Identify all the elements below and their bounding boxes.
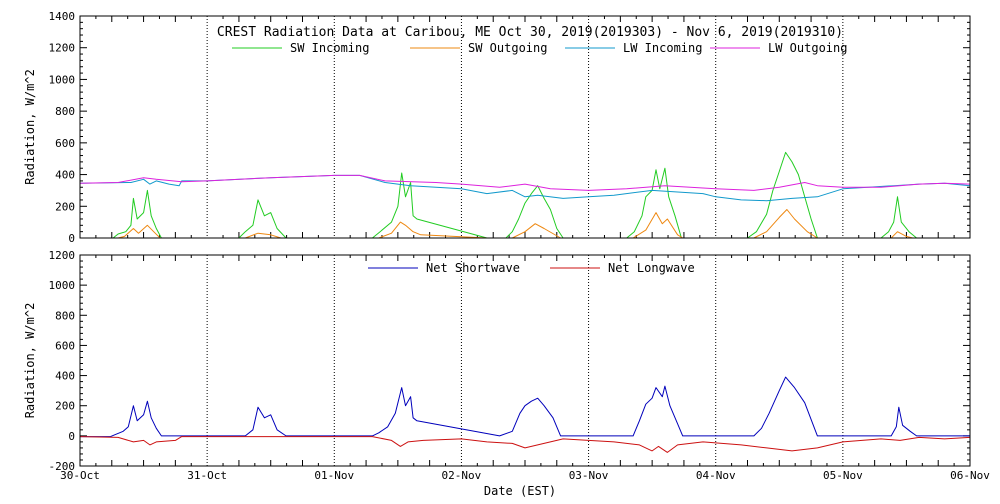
y-tick-label: 800 [55,309,75,322]
y-tick-label: 0 [68,232,75,245]
y-tick-label: 600 [55,137,75,150]
y-tick-label: 1400 [49,10,76,23]
x-tick-label: 01-Nov [314,469,354,482]
top-y-axis-label: Radiation, W/m^2 [23,69,37,185]
x-tick-label: 03-Nov [569,469,609,482]
x-tick-label: 04-Nov [696,469,736,482]
y-tick-label: 200 [55,200,75,213]
y-tick-label: 400 [55,169,75,182]
top-panel: CREST Radiation Data at Caribou, ME Oct … [23,10,971,245]
y-tick-label: 600 [55,339,75,352]
x-tick-label: 31-Oct [187,469,227,482]
series-line-lw-outgoing [79,174,971,191]
legend-label: Net Longwave [608,261,695,275]
x-axis-label: Date (EST) [484,484,556,498]
legend-label: LW Outgoing [768,41,847,55]
legend-label: Net Shortwave [426,261,520,275]
plot-frame [79,254,971,467]
bottom-panel: Radiation, W/m^2 Date (EST) -200 0 200 400 6… [23,249,990,498]
y-tick-label: 1200 [49,42,76,55]
y-tick-label: 1200 [49,249,76,262]
y-tick-label: 400 [55,370,75,383]
series-line-net-shortwave [80,376,970,438]
legend-label: SW Incoming [290,41,369,55]
x-tick-label: 30-Oct [60,469,100,482]
x-tick-label: 05-Nov [823,469,863,482]
bottom-y-axis-label: Radiation, W/m^2 [23,303,37,419]
legend-label: SW Outgoing [468,41,547,55]
y-tick-label: -200 [49,460,76,473]
y-tick-label: 1000 [49,73,76,86]
x-tick-label: 06-Nov [950,469,990,482]
y-tick-label: 0 [68,430,75,443]
legend-label: LW Incoming [623,41,702,55]
x-tick-label: 02-Nov [442,469,482,482]
y-tick-label: 1000 [49,279,76,292]
y-tick-label: 200 [55,400,75,413]
y-tick-label: 800 [55,105,75,118]
series-line-net-longwave [79,436,971,453]
plot-frame [79,15,971,239]
series-line-lw-incoming [79,174,971,202]
chart-title: CREST Radiation Data at Caribou, ME Oct … [217,25,843,40]
